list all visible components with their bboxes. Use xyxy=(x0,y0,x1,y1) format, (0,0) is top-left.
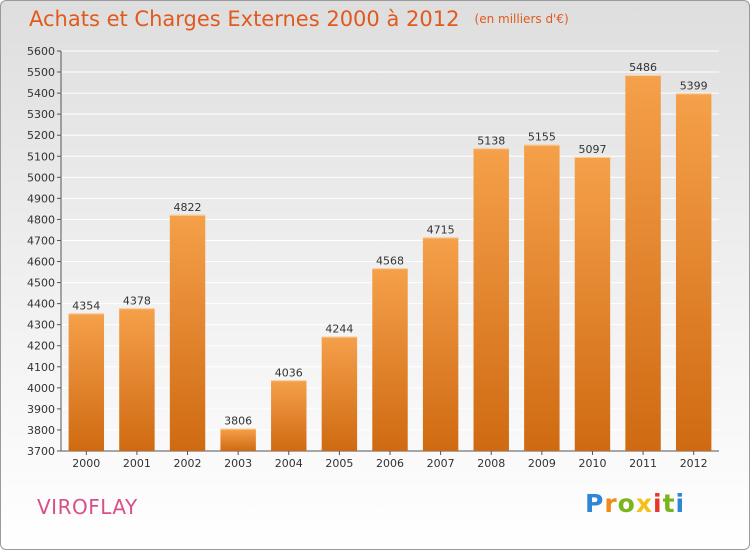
bar xyxy=(625,75,661,451)
labels: 3700 3800 3900 4000 4100 4200 4300 4400 4500 4600… xyxy=(27,45,708,470)
logo-letter: t xyxy=(662,489,676,518)
data-label: 5097 xyxy=(578,143,606,156)
x-tick-label: 2012 xyxy=(680,457,708,470)
bar xyxy=(220,428,256,451)
x-tick-label: 2011 xyxy=(629,457,657,470)
bar xyxy=(675,93,712,451)
chart-title-unit: (en milliers d'€) xyxy=(474,12,569,26)
bar xyxy=(372,268,408,451)
data-label: 4378 xyxy=(123,294,151,307)
bar xyxy=(68,313,105,451)
x-tick-label: 2000 xyxy=(72,457,100,470)
y-tick-label: 4300 xyxy=(27,319,55,332)
bar xyxy=(321,336,358,451)
x-tick-label: 2002 xyxy=(174,457,202,470)
data-label: 4354 xyxy=(72,299,100,312)
logo-letter: r xyxy=(604,489,618,518)
data-label: 4244 xyxy=(325,322,353,335)
y-tick-label: 3900 xyxy=(27,403,55,416)
y-tick-label: 4600 xyxy=(27,256,55,269)
data-label: 5138 xyxy=(477,134,505,147)
y-tick-label: 3800 xyxy=(27,424,55,437)
x-tick-label: 2010 xyxy=(578,457,606,470)
y-tick-label: 4500 xyxy=(27,277,55,290)
bar xyxy=(473,148,509,451)
logo-letter: x xyxy=(635,489,653,518)
chart-title-main: Achats et Charges Externes 2000 à 2012 xyxy=(29,7,460,31)
x-tick-label: 2007 xyxy=(427,457,455,470)
bar xyxy=(574,156,611,452)
data-label: 3806 xyxy=(224,415,252,428)
y-tick-label: 5000 xyxy=(27,171,55,184)
y-tick-label: 4400 xyxy=(27,298,55,311)
data-label: 5399 xyxy=(680,79,708,92)
x-tick-label: 2004 xyxy=(275,457,303,470)
y-tick-label: 5100 xyxy=(27,150,55,163)
city-name: VIROFLAY xyxy=(37,495,138,519)
y-tick-label: 5500 xyxy=(27,66,55,79)
bar xyxy=(524,144,560,451)
y-tick-label: 4100 xyxy=(27,361,55,374)
chart-title: Achats et Charges Externes 2000 à 2012 (… xyxy=(29,7,569,31)
y-tick-label: 5300 xyxy=(27,108,55,121)
x-tick-label: 2005 xyxy=(325,457,353,470)
y-tick-label: 5400 xyxy=(27,87,55,100)
proxiti-logo: Proxiti xyxy=(585,489,685,518)
x-tick-label: 2009 xyxy=(528,457,556,470)
logo-letter: i xyxy=(653,489,663,518)
bar xyxy=(271,380,307,451)
data-label: 4568 xyxy=(376,254,404,267)
logo-letter: i xyxy=(675,489,686,518)
y-tick-label: 5200 xyxy=(27,129,55,142)
data-label: 5486 xyxy=(629,61,657,74)
data-label: 5155 xyxy=(528,131,556,144)
x-tick-label: 2006 xyxy=(376,457,404,470)
y-tick-label: 4900 xyxy=(27,192,55,205)
bar xyxy=(169,214,206,451)
y-tick-label: 4700 xyxy=(27,234,55,247)
x-tick-label: 2001 xyxy=(123,457,151,470)
bars xyxy=(68,75,712,452)
logo-letter: o xyxy=(617,489,636,518)
y-tick-label: 3700 xyxy=(27,445,55,458)
x-tick-label: 2003 xyxy=(224,457,252,470)
data-label: 4036 xyxy=(275,366,303,379)
y-tick-label: 4800 xyxy=(27,213,55,226)
y-tick-label: 5600 xyxy=(27,45,55,58)
y-tick-label: 4000 xyxy=(27,382,55,395)
data-label: 4715 xyxy=(427,223,455,236)
logo-letter: P xyxy=(585,489,605,518)
x-tick-label: 2008 xyxy=(477,457,505,470)
bar xyxy=(422,237,459,451)
data-label: 4822 xyxy=(174,201,202,214)
bar xyxy=(119,308,155,451)
y-tick-label: 4200 xyxy=(27,340,55,353)
